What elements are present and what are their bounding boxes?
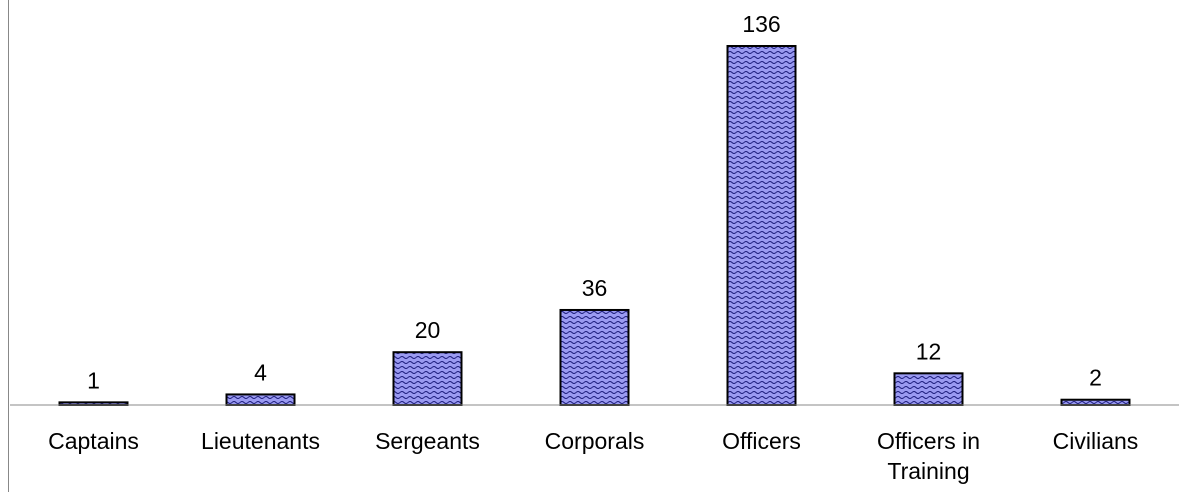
bar	[392, 351, 463, 406]
bar	[225, 393, 296, 406]
x-tick-label: Lieutenants	[201, 428, 320, 454]
value-label: 136	[742, 11, 780, 37]
bar	[559, 308, 630, 406]
value-label: 4	[254, 359, 267, 385]
value-label: 20	[415, 317, 441, 343]
x-tick-label: Officers in Training	[876, 428, 981, 484]
bar	[1060, 398, 1131, 406]
x-tick-label: Sergeants	[375, 428, 480, 454]
bar	[726, 45, 797, 406]
x-tick-label: Officers	[722, 428, 801, 454]
x-tick-label: Captains	[48, 428, 139, 454]
value-label: 36	[582, 275, 608, 301]
value-label: 12	[916, 338, 942, 364]
x-tick-label: Corporals	[544, 428, 645, 454]
value-label: 2	[1089, 365, 1102, 391]
x-tick-label: Civilians	[1052, 428, 1139, 454]
bar	[893, 372, 964, 406]
value-label: 1	[87, 367, 100, 393]
